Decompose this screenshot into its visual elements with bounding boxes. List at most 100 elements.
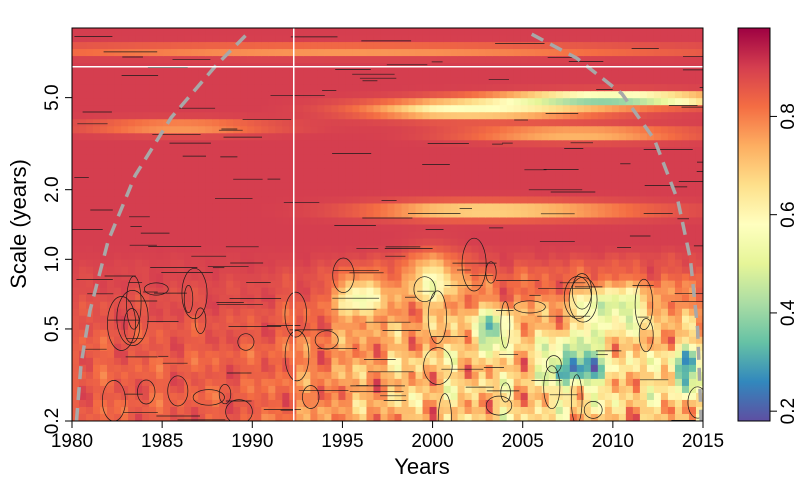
heatmap-cell [240, 154, 248, 162]
heatmap-cell [688, 224, 697, 233]
heatmap-cell [646, 168, 655, 176]
heatmap-cell [324, 175, 333, 183]
heatmap-cell [282, 35, 290, 43]
heatmap-cell [492, 350, 501, 359]
heatmap-cell [541, 84, 550, 92]
heatmap-cell [212, 140, 220, 148]
heatmap-cell [527, 280, 536, 289]
heatmap-cell [562, 77, 571, 85]
heatmap-cell [450, 364, 459, 373]
heatmap-cell [457, 350, 466, 359]
heatmap-cell [562, 315, 571, 324]
heatmap-cell [156, 231, 164, 240]
heatmap-cell [79, 182, 87, 191]
heatmap-cell [618, 126, 627, 134]
heatmap-cell [359, 238, 368, 247]
heatmap-cell [478, 245, 487, 254]
heatmap-cell [303, 112, 311, 120]
heatmap-cell [506, 126, 515, 134]
heatmap-cell [114, 147, 122, 155]
heatmap-cell [401, 154, 410, 162]
heatmap-cell [219, 161, 227, 169]
heatmap-cell [583, 343, 592, 352]
heatmap-cell [219, 182, 227, 191]
heatmap-cell [576, 385, 585, 394]
heatmap-cell [107, 406, 115, 415]
heatmap-cell [219, 133, 227, 141]
heatmap-cell [184, 294, 192, 303]
heatmap-cell [562, 329, 571, 338]
heatmap-cell [583, 413, 592, 421]
heatmap-cell [205, 56, 213, 64]
heatmap-cell [534, 203, 543, 212]
heatmap-cell [485, 70, 494, 78]
heatmap-cell [499, 399, 508, 408]
heatmap-cell [485, 287, 494, 296]
heatmap-cell [317, 70, 325, 78]
heatmap-cell [170, 126, 178, 134]
heatmap-cell [366, 105, 375, 113]
heatmap-cell [408, 399, 417, 408]
heatmap-cell [534, 392, 543, 401]
heatmap-cell [394, 343, 403, 352]
heatmap-cell [156, 98, 164, 106]
heatmap-cell [317, 308, 325, 317]
heatmap-cell [72, 119, 80, 127]
heatmap-cell [597, 112, 606, 120]
heatmap-cell [471, 175, 480, 183]
heatmap-cell [625, 301, 634, 310]
heatmap-cell [520, 147, 529, 155]
heatmap-cell [261, 224, 269, 233]
heatmap-cell [527, 350, 536, 359]
heatmap-cell [135, 112, 143, 120]
heatmap-cell [177, 343, 185, 352]
heatmap-cell [429, 168, 438, 176]
heatmap-cell [156, 413, 164, 421]
heatmap-cell [135, 203, 143, 212]
heatmap-cell [79, 203, 87, 212]
heatmap-cell [534, 399, 543, 408]
heatmap-cell [408, 364, 417, 373]
heatmap-cell [198, 371, 206, 380]
heatmap-cell [555, 175, 564, 183]
heatmap-cell [436, 280, 445, 289]
heatmap-cell [443, 315, 452, 324]
heatmap-cell [219, 315, 227, 324]
heatmap-cell [422, 322, 431, 331]
heatmap-cell [534, 364, 543, 373]
heatmap-cell [331, 224, 340, 233]
heatmap-cell [163, 231, 171, 240]
heatmap-cell [408, 28, 417, 36]
heatmap-cell [86, 294, 94, 303]
heatmap-cell [135, 378, 143, 387]
heatmap-cell [632, 413, 641, 421]
heatmap-cell [359, 385, 368, 394]
heatmap-cell [681, 91, 690, 99]
heatmap-cell [583, 399, 592, 408]
heatmap-cell [681, 357, 690, 366]
heatmap-cell [324, 182, 333, 191]
heatmap-cell [569, 168, 578, 176]
heatmap-cell [457, 252, 466, 261]
heatmap-cell [261, 154, 269, 162]
heatmap-cell [240, 378, 248, 387]
heatmap-cell [415, 266, 424, 275]
heatmap-cell [107, 28, 115, 36]
heatmap-cell [317, 322, 325, 331]
heatmap-cell [198, 308, 206, 317]
heatmap-cell [247, 399, 255, 408]
heatmap-cell [226, 266, 234, 275]
heatmap-cell [681, 224, 690, 233]
heatmap-cell [681, 322, 690, 331]
heatmap-cell [464, 378, 473, 387]
heatmap-cell [114, 175, 122, 183]
heatmap-cell [366, 35, 375, 43]
heatmap-cell [317, 315, 325, 324]
heatmap-cell [233, 350, 241, 359]
heatmap-cell [93, 42, 101, 50]
heatmap-cell [338, 175, 347, 183]
heatmap-cell [639, 413, 648, 421]
heatmap-cell [492, 266, 501, 275]
heatmap-cell [373, 245, 382, 254]
heatmap-cell [93, 322, 101, 331]
